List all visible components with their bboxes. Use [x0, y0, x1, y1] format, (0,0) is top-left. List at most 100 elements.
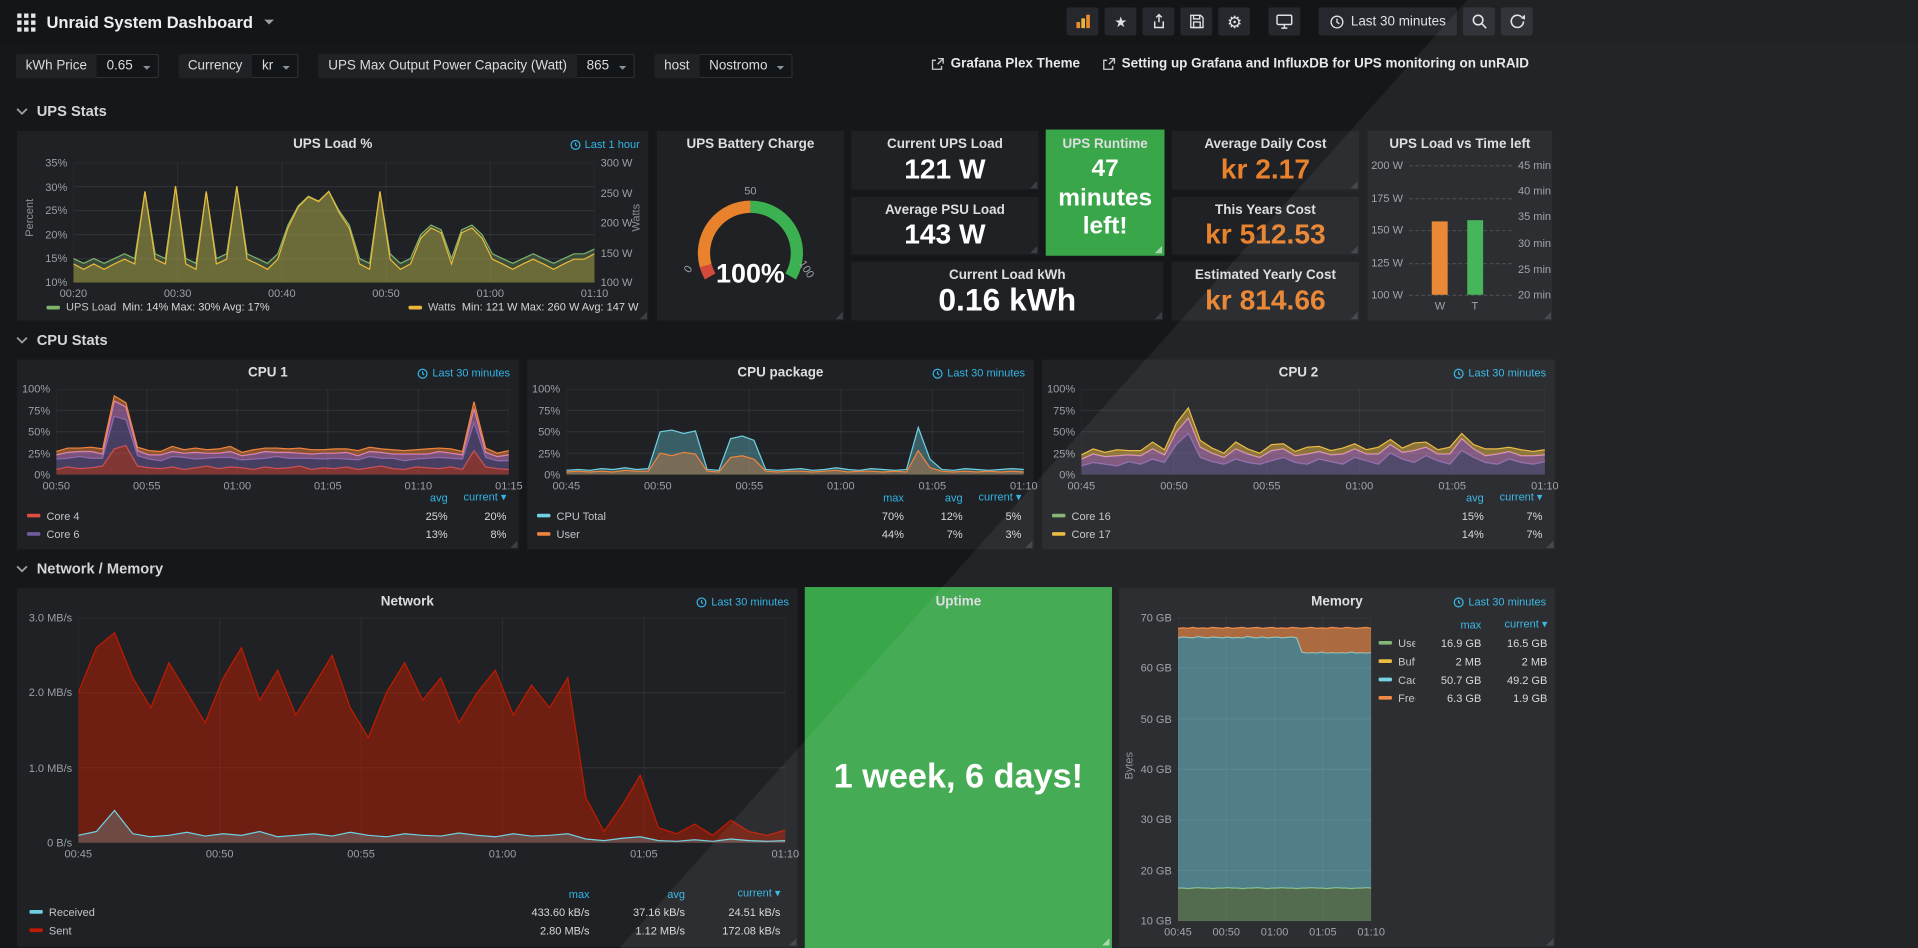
legend-series-toggle[interactable]: Core 4 [26, 509, 389, 522]
template-variables: kWh Price 0.65 Currency kr UPS Max Outpu… [15, 53, 1918, 79]
legend-column-header[interactable]: max [1460, 618, 1482, 631]
panel-title[interactable]: Network [380, 594, 434, 610]
legend-column-header[interactable]: max [883, 491, 904, 504]
stat-value: kr 2.17 [1220, 152, 1310, 185]
legend: avg current ▾ Core 4 25% 20% Core 6 13% 8% [26, 488, 507, 543]
ups-load-time-bar-chart[interactable]: 200 W 175 W 150 W 125 W 100 W 45 min 40 min 35 … [1371, 159, 1551, 312]
panel-title[interactable]: UPS Load % [293, 136, 373, 152]
share-button[interactable] [1142, 7, 1175, 36]
clock-icon [1330, 14, 1344, 28]
legend-series-toggle[interactable]: Core 6 [26, 528, 389, 540]
y-axis-label: 250 W [600, 186, 633, 199]
legend-series-toggle[interactable]: CPU Total [536, 509, 845, 522]
panel-title[interactable]: Memory [1311, 594, 1363, 610]
panel-title[interactable]: UPS Load vs Time left [1389, 136, 1531, 152]
kiosk-mode-button[interactable] [1268, 7, 1301, 36]
network-chart[interactable]: 3.0 MB/s 2.0 MB/s 1.0 MB/s 0 B/s 00:45 00:50 0… [29, 612, 799, 860]
legend-column-header[interactable]: current ▾ [978, 490, 1022, 503]
legend-series-toggle[interactable]: Core 16 [1051, 509, 1425, 522]
panel-title[interactable]: CPU package [737, 365, 824, 381]
row-header-ups-stats[interactable]: UPS Stats [16, 100, 107, 122]
row-header-cpu-stats[interactable]: CPU Stats [16, 329, 108, 351]
ups-load-chart[interactable]: 35% 30% 25% 20% 15% 10% 300 W 250 W 200 W 150 W 10… [45, 157, 632, 300]
stat-value: 47 minutes left! [1058, 155, 1153, 241]
cpu1-chart[interactable]: 100% 75% 50% 25% 0% 00:50 00:55 01:00 01:05 01:10… [22, 383, 523, 492]
panel-title[interactable]: UPS Battery Charge [686, 136, 815, 152]
y-axis-label: 30 GB [1140, 813, 1172, 827]
chevron-down-icon [618, 66, 627, 73]
legend-column-header[interactable]: avg [429, 491, 448, 504]
chevron-down-icon [16, 107, 28, 115]
legend-column-header[interactable]: avg [944, 491, 963, 504]
legend-series-toggle[interactable]: Sent [29, 924, 494, 936]
panel-title[interactable]: Estimated Yearly Cost [1194, 267, 1336, 283]
legend-value: 6.3 GB [1447, 691, 1482, 704]
legend-series-toggle[interactable]: UPS Load Min: 14% Max: 30% Avg: 17% [46, 301, 270, 313]
bar-W[interactable] [1431, 220, 1448, 295]
y-axis-label: 175 W [1371, 191, 1404, 204]
link-grafana-plex-theme[interactable]: Grafana Plex Theme [931, 56, 1080, 71]
save-button[interactable] [1180, 7, 1213, 36]
settings-button[interactable]: ⚙ [1218, 7, 1251, 36]
x-axis-label: 01:05 [1438, 479, 1466, 492]
legend-value: 172.08 kB/s [722, 924, 781, 937]
panel-title[interactable]: CPU 2 [1278, 365, 1319, 381]
time-range-button[interactable]: Last 30 minutes [1319, 7, 1457, 36]
variable-dropdown[interactable]: kr [252, 53, 299, 79]
legend-column-header[interactable]: current ▾ [463, 490, 507, 503]
chart-canvas [566, 388, 1024, 475]
legend-column-header[interactable]: current ▾ [737, 886, 781, 900]
bar-T[interactable] [1466, 219, 1483, 295]
panel-title[interactable]: This Years Cost [1215, 203, 1316, 218]
panel-title[interactable]: Current UPS Load [886, 136, 1003, 152]
legend-series-toggle[interactable]: Watts Min: 121 W Max: 260 W Avg: 147 W [408, 301, 639, 313]
cpu2-chart[interactable]: 100% 75% 50% 25% 0% 00:45 00:50 00:55 01:00 01:05… [1047, 383, 1559, 492]
chart-canvas [1177, 617, 1372, 922]
star-button[interactable]: ★ [1104, 7, 1137, 36]
legend-series-toggle[interactable]: Buffered [1378, 655, 1415, 667]
y-axis-label: 0 B/s [47, 836, 73, 849]
legend-series-toggle[interactable]: Used [1378, 637, 1415, 649]
variable-dropdown[interactable]: Nostromo [699, 53, 794, 79]
legend-column-header[interactable]: current ▾ [1504, 617, 1548, 630]
clock-icon [1454, 368, 1465, 379]
variables-bar: kWh Price 0.65 Currency kr UPS Max Outpu… [15, 53, 1918, 86]
y-axis-label: 30 min [1517, 236, 1552, 250]
panel-title[interactable]: CPU 1 [248, 365, 288, 381]
panel-title[interactable]: Current Load kWh [948, 267, 1066, 283]
link-ups-monitoring-guide[interactable]: Setting up Grafana and InfluxDB for UPS … [1102, 56, 1529, 71]
variable-dropdown[interactable]: 0.65 [96, 53, 159, 79]
legend-column-header[interactable]: max [568, 887, 590, 900]
cpu-package-chart[interactable]: 100% 75% 50% 25% 0% 00:45 00:50 00:55 01:00 01:05… [532, 383, 1038, 492]
panel-title[interactable]: Average Daily Cost [1204, 136, 1327, 152]
gridline [1409, 165, 1512, 167]
legend-series-toggle[interactable]: User [536, 528, 845, 540]
variable-dropdown[interactable]: 865 [576, 53, 635, 79]
legend: UPS Load Min: 14% Max: 30% Avg: 17% Watts M… [46, 300, 639, 315]
add-panel-button[interactable] [1067, 7, 1099, 36]
legend-series-toggle[interactable]: Received [29, 906, 494, 918]
y-axis-label: 40 GB [1140, 763, 1172, 776]
variable-host: host Nostromo [654, 53, 794, 79]
row-header-network-memory[interactable]: Network / Memory [16, 558, 163, 580]
legend-column-header[interactable]: avg [667, 887, 685, 900]
x-axis-label: 00:20 [59, 287, 88, 300]
refresh-button[interactable] [1500, 7, 1533, 36]
legend-column-header[interactable]: current ▾ [1499, 490, 1543, 503]
panel-title[interactable]: Average PSU Load [884, 203, 1005, 218]
panel-title[interactable]: Uptime [935, 594, 982, 610]
panel-cpu-1: CPU 1 Last 30 minutes 100% 75% 50% 25% 0% 00:… [15, 358, 523, 551]
memory-chart[interactable]: 70 GB 60 GB 50 GB 40 GB 30 GB 20 GB 10 GB 00:45… [1141, 612, 1385, 939]
legend-series-toggle[interactable]: Cached [1378, 673, 1415, 686]
zoom-out-button[interactable] [1462, 7, 1495, 36]
chart-canvas [56, 388, 509, 475]
battery-gauge[interactable]: 50 0 100 100% [657, 155, 844, 320]
panel-average-daily-cost: Average Daily Cost kr 2.17 [1170, 129, 1361, 191]
panel-title[interactable]: UPS Runtime [1062, 136, 1148, 152]
variable-value: kr [261, 58, 274, 74]
legend-column-header[interactable]: avg [1465, 491, 1484, 504]
apps-grid-icon[interactable] [17, 12, 36, 32]
dashboard-title[interactable]: Unraid System Dashboard [46, 12, 253, 32]
legend-series-toggle[interactable]: Core 17 [1051, 528, 1425, 540]
legend-series-toggle[interactable]: Free [1378, 692, 1415, 704]
